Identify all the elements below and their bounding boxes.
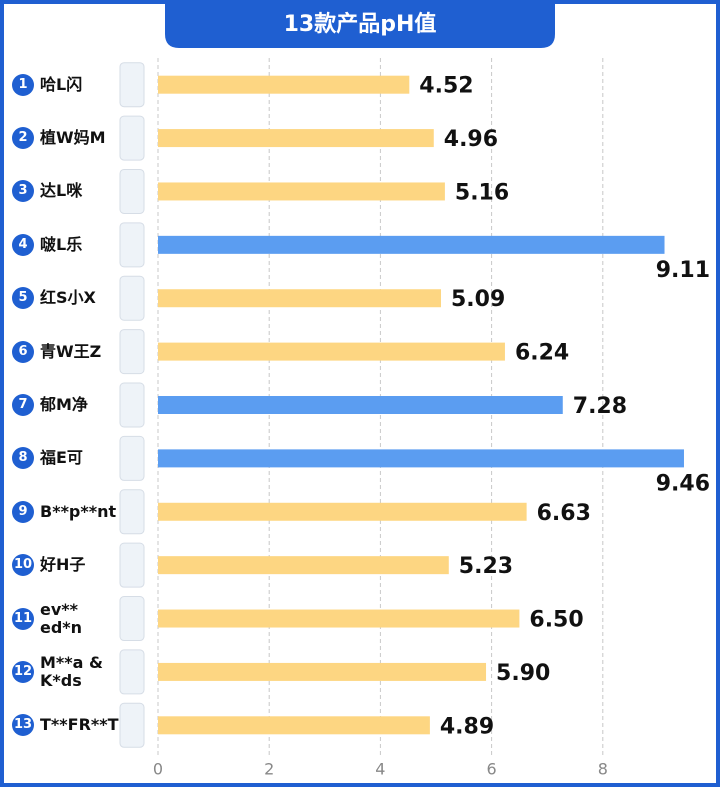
product-image	[119, 596, 145, 642]
category-label: 6 青W王Z	[12, 332, 112, 372]
category-name: B**p**nt	[40, 501, 117, 521]
bar	[158, 75, 410, 94]
category-name: 哈L闪	[40, 74, 83, 94]
rank-badge: 12	[12, 660, 34, 683]
rank-badge: 10	[12, 554, 34, 577]
category-label: 4 啵L乐	[12, 225, 112, 265]
product-image	[119, 542, 145, 588]
bar	[158, 235, 665, 254]
category-name: 青W王Z	[40, 341, 102, 361]
product-image	[119, 222, 145, 268]
bar	[158, 716, 430, 735]
category-label: 7 郁M净	[12, 385, 112, 425]
bar	[158, 449, 684, 468]
value-label: 9.46	[656, 471, 710, 496]
bar	[158, 556, 449, 575]
value-label: 6.24	[515, 341, 569, 366]
x-tick-label: 4	[375, 760, 385, 779]
category-name: M**a & K*ds	[40, 652, 103, 690]
value-label: 4.52	[419, 74, 473, 99]
chart-title: 13款产品pH值	[284, 11, 437, 37]
value-label: 6.63	[537, 501, 591, 526]
product-image	[119, 115, 145, 161]
category-label: 9 B**p**nt	[12, 492, 116, 532]
bar	[158, 609, 520, 628]
rank-badge: 9	[12, 500, 34, 523]
value-label: 7.28	[573, 394, 627, 419]
value-label: 6.50	[529, 608, 583, 633]
category-name: ev** ed*n	[40, 599, 83, 637]
x-tick-label: 0	[153, 760, 163, 779]
bar	[158, 396, 563, 414]
product-image	[119, 435, 145, 481]
value-label: 5.90	[496, 661, 550, 686]
title-tab	[165, 0, 555, 48]
x-tick-label: 6	[487, 760, 497, 779]
value-label: 4.89	[440, 714, 494, 739]
category-label: 12 M**a & K*ds	[12, 652, 112, 692]
category-name: 植W妈M	[40, 128, 106, 148]
rank-badge: 13	[12, 714, 34, 737]
bar	[158, 342, 505, 361]
rank-badge: 4	[12, 233, 34, 256]
rank-badge: 2	[12, 127, 34, 150]
category-name: 达L咪	[40, 181, 83, 201]
category-label: 11 ev** ed*n	[12, 599, 112, 639]
value-label: 4.96	[444, 127, 498, 152]
rank-badge: 7	[12, 394, 34, 416]
product-image	[119, 382, 145, 428]
bar	[158, 129, 434, 148]
x-tick-label: 8	[598, 760, 608, 779]
product-image	[119, 329, 145, 375]
product-image	[119, 649, 145, 695]
product-image	[119, 702, 145, 748]
bar	[158, 289, 442, 308]
rank-badge: 8	[12, 447, 34, 470]
category-name: 好H子	[40, 555, 86, 575]
rank-badge: 3	[12, 180, 34, 203]
category-name: 红S小X	[40, 288, 96, 308]
value-label: 5.16	[455, 180, 509, 205]
product-image	[119, 62, 145, 108]
product-image	[119, 275, 145, 321]
category-name: 郁M净	[40, 395, 88, 414]
category-name: 福E可	[40, 448, 83, 468]
rank-badge: 6	[12, 340, 34, 363]
category-label: 5 红S小X	[12, 278, 112, 318]
product-image	[119, 168, 145, 214]
rank-badge: 5	[12, 287, 34, 310]
x-tick-label: 2	[264, 760, 274, 779]
bar	[158, 662, 487, 681]
category-label: 10 好H子	[12, 545, 112, 585]
value-label: 5.23	[459, 554, 513, 579]
category-name: T**FR**T	[40, 715, 119, 735]
value-label: 5.09	[451, 287, 505, 312]
category-label: 2 植W妈M	[12, 118, 112, 158]
category-label: 1 哈L闪	[12, 65, 112, 105]
category-label: 8 福E可	[12, 438, 112, 478]
category-name: 啵L乐	[40, 234, 83, 254]
category-label: 3 达L咪	[12, 171, 112, 211]
product-image	[119, 489, 145, 535]
bar	[158, 502, 527, 521]
rank-badge: 1	[12, 73, 34, 96]
rank-badge: 11	[12, 607, 34, 630]
value-label: 9.11	[656, 258, 710, 283]
category-label: 13 T**FR**T	[12, 705, 119, 745]
bar	[158, 182, 445, 201]
